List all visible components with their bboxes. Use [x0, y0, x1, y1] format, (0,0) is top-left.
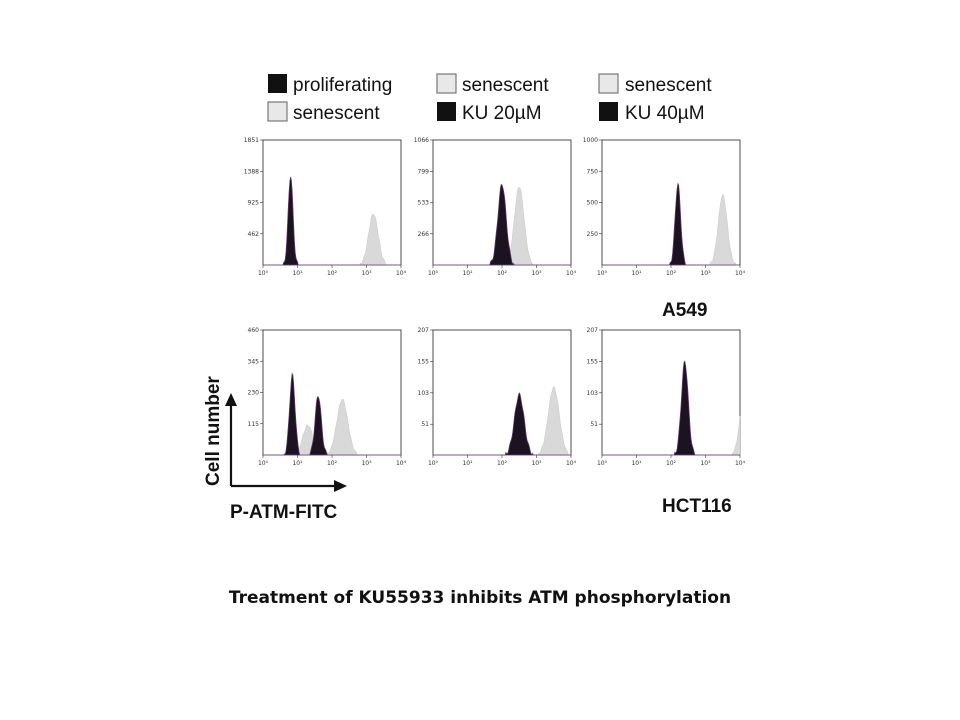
legend-group-3: senescent KU 40µM [598, 73, 712, 124]
histogram-dark-series [263, 176, 401, 266]
y-tick-label: 500 [587, 200, 599, 207]
x-tick-label: 10² [497, 270, 508, 277]
y-tick-label: 799 [418, 168, 430, 175]
legend-swatch-outline [436, 73, 457, 94]
x-tick-label: 10¹ [631, 270, 642, 277]
x-tick-label: 10¹ [462, 270, 473, 277]
x-tick-label: 10³ [361, 460, 372, 467]
legend-label: senescent [625, 75, 712, 96]
y-tick-label: 51 [421, 421, 429, 428]
figure-caption: Treatment of KU55933 inhibits ATM phosph… [228, 588, 732, 608]
y-tick-label: 460 [248, 327, 260, 334]
histogram-panel-5: 207 155 103 51 10⁰ 10¹ 10² 10³ 10⁴ [418, 327, 577, 467]
legend-swatch-filled [268, 74, 287, 93]
histogram-panels: 1851 1388 925 462 10⁰ 10¹ 10² 10³ 10⁴ 1066 799 533 2… [244, 137, 746, 467]
y-tick-label: 155 [587, 358, 599, 365]
x-tick-label: 10⁰ [258, 270, 269, 277]
y-tick-label: 207 [418, 327, 430, 334]
y-tick-label: 115 [248, 421, 260, 428]
y-tick-label: 103 [418, 390, 430, 397]
y-tick-label: 1851 [244, 137, 259, 144]
x-tick-label: 10⁴ [566, 460, 577, 467]
x-tick-label: 10³ [361, 270, 372, 277]
x-tick-label: 10⁰ [258, 460, 269, 467]
histogram-dark-series [433, 392, 571, 456]
legend-swatch-filled [437, 102, 456, 121]
y-tick-label: 462 [248, 231, 260, 238]
y-tick-label: 533 [418, 200, 430, 207]
x-tick-label: 10³ [531, 460, 542, 467]
y-tick-label: 155 [418, 358, 430, 365]
x-tick-label: 10⁰ [428, 460, 439, 467]
x-tick-label: 10² [666, 460, 677, 467]
histogram-panel-3: 1000 750 500 250 10⁰ 10¹ 10² 10³ 10⁴ [583, 137, 746, 277]
histogram-dark-series [602, 182, 740, 266]
x-tick-label: 10⁴ [735, 460, 746, 467]
histogram-dark-series [602, 360, 740, 456]
x-tick-label: 10² [327, 460, 338, 467]
y-axis-label: Cell number [203, 376, 224, 486]
y-tick-label: 345 [248, 358, 260, 365]
x-tick-label: 10³ [531, 270, 542, 277]
y-tick-label: 925 [248, 200, 260, 207]
x-axis-label: P-ATM-FITC [230, 502, 338, 523]
x-tick-label: 10³ [700, 460, 711, 467]
x-tick-label: 10¹ [462, 460, 473, 467]
x-tick-label: 10¹ [292, 270, 303, 277]
y-tick-label: 1066 [414, 137, 429, 144]
x-tick-label: 10⁴ [396, 270, 407, 277]
y-tick-label: 750 [587, 168, 599, 175]
legend-label: KU 40µM [625, 103, 705, 124]
x-tick-label: 10⁰ [428, 270, 439, 277]
y-tick-label: 250 [587, 231, 599, 238]
y-tick-label: 103 [587, 390, 599, 397]
legend-label: senescent [293, 103, 380, 124]
y-tick-label: 51 [590, 421, 598, 428]
legend-swatch-outline [267, 101, 288, 122]
plot-frame [601, 329, 741, 456]
histogram-panel-1: 1851 1388 925 462 10⁰ 10¹ 10² 10³ 10⁴ [244, 137, 407, 277]
x-tick-label: 10⁴ [566, 270, 577, 277]
x-tick-label: 10¹ [631, 460, 642, 467]
y-tick-label: 1000 [583, 137, 598, 144]
legend-label: proliferating [293, 75, 392, 96]
x-tick-label: 10² [327, 270, 338, 277]
y-tick-label: 207 [587, 327, 599, 334]
y-tick-label: 1388 [244, 168, 259, 175]
x-tick-label: 10¹ [292, 460, 303, 467]
x-tick-label: 10² [666, 270, 677, 277]
y-tick-label: 230 [248, 390, 260, 397]
legend-label: KU 20µM [462, 103, 542, 124]
x-tick-label: 10⁴ [735, 270, 746, 277]
legend-label: senescent [462, 75, 549, 96]
cell-line-label-hct116: HCT116 [662, 496, 732, 517]
legend-swatch-filled [599, 102, 618, 121]
axis-arrows [225, 393, 347, 492]
histogram-dark-series [433, 183, 571, 266]
x-tick-label: 10² [497, 460, 508, 467]
histogram-panel-6: 207 155 103 51 10⁰ 10¹ 10² 10³ 10⁴ [587, 327, 746, 467]
x-tick-label: 10⁰ [597, 270, 608, 277]
histogram-panel-4: 460 345 230 115 10⁰ 10¹ 10² 10³ 10⁴ [248, 327, 407, 467]
x-axis-arrowhead [334, 480, 347, 492]
legend-group-1: proliferating senescent [267, 74, 392, 124]
histogram-dark-series [263, 372, 401, 456]
x-tick-label: 10⁴ [396, 460, 407, 467]
y-axis-arrowhead [225, 393, 237, 406]
cell-line-label-a549: A549 [662, 300, 707, 321]
x-tick-label: 10⁰ [597, 460, 608, 467]
legend-swatch-outline [598, 73, 619, 94]
histogram-panel-2: 1066 799 533 266 10⁰ 10¹ 10² 10³ 10⁴ [414, 137, 577, 277]
y-tick-label: 266 [418, 231, 430, 238]
plot-frame [262, 329, 402, 456]
x-tick-label: 10³ [700, 270, 711, 277]
legend-group-2: senescent KU 20µM [436, 73, 549, 124]
